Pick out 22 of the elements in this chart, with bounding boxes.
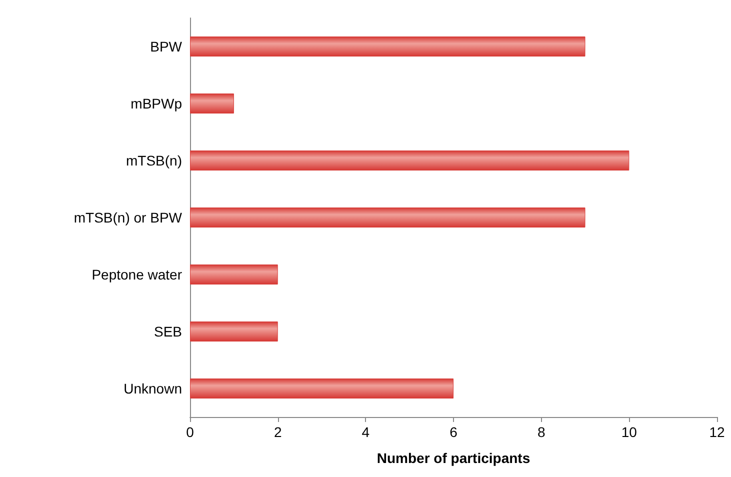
- x-tick-label: 6: [450, 424, 458, 440]
- x-axis-title: Number of participants: [376, 450, 530, 466]
- y-tick-label: SEB: [154, 324, 182, 340]
- bar: [190, 150, 630, 170]
- x-tick-label: 2: [274, 424, 282, 440]
- bar: [190, 208, 586, 228]
- y-tick-label: Peptone water: [92, 266, 182, 282]
- x-tick-label: 4: [362, 424, 370, 440]
- y-tick-label: BPW: [150, 38, 183, 54]
- y-tick-label: mTSB(n) or BPW: [74, 210, 183, 226]
- x-tick-label: 12: [709, 424, 725, 440]
- bar: [190, 378, 454, 398]
- y-tick-label: mTSB(n): [126, 152, 182, 168]
- bar: [190, 94, 234, 114]
- bar: [190, 36, 586, 56]
- y-tick-label: mBPWp: [130, 96, 182, 112]
- y-tick-label: Unknown: [124, 380, 182, 396]
- x-tick-label: 8: [537, 424, 546, 440]
- x-tick-label: 0: [186, 424, 194, 440]
- bar: [190, 322, 278, 342]
- bar: [190, 264, 278, 284]
- x-tick-label: 10: [621, 424, 638, 440]
